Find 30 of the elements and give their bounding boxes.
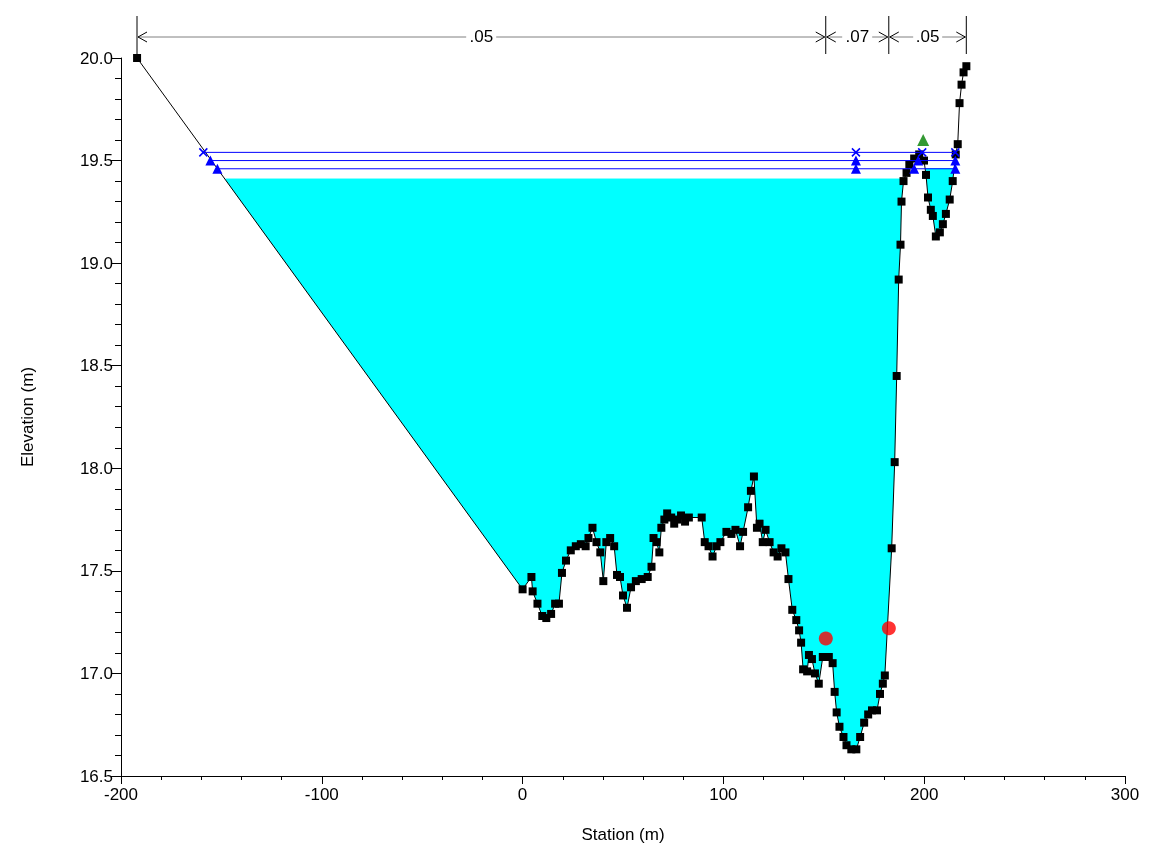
text: .05 — [912, 27, 943, 47]
x-tick-label: -200 — [103, 785, 139, 804]
point — [205, 155, 216, 166]
text: .07 — [842, 27, 873, 47]
x-tick-label: 200 — [910, 785, 939, 804]
x-tick-label: 100 — [709, 785, 738, 804]
y-tick-label: 19.5 — [79, 151, 113, 171]
y-axis-title: Elevation (m) — [18, 366, 37, 468]
text: .05 — [466, 27, 497, 47]
point — [851, 147, 861, 158]
point — [950, 155, 961, 166]
x-axis-title: Station (m) — [581, 825, 665, 844]
point — [909, 163, 920, 174]
y-tick-label: 18.0 — [79, 458, 113, 478]
x-tick-label: 300 — [1110, 785, 1140, 804]
x-tick-label: -100 — [304, 785, 339, 804]
y-tick-label: 17.0 — [79, 663, 113, 683]
y-tick-label: 20.0 — [79, 48, 113, 68]
point — [850, 155, 861, 166]
point — [881, 621, 896, 636]
point — [913, 155, 924, 166]
x-tick-label: 0 — [517, 785, 528, 804]
point — [818, 631, 833, 646]
y-tick-label: 17.5 — [79, 561, 113, 581]
point — [212, 163, 223, 174]
point — [917, 134, 930, 147]
y-tick-label: 19.0 — [79, 253, 113, 273]
y-tick-label: 18.5 — [79, 356, 113, 376]
y-tick-label: 16.5 — [79, 766, 113, 786]
point — [198, 147, 209, 158]
